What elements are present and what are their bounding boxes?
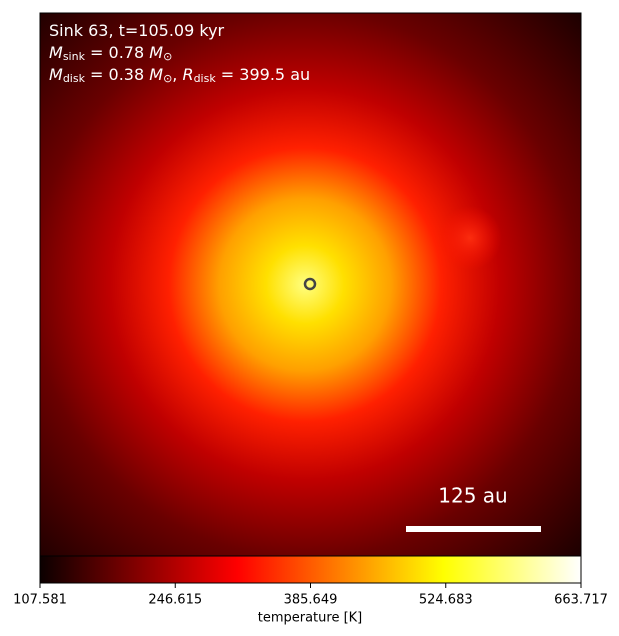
annotation-line: Sink 63, t=105.09 kyr [49, 21, 225, 40]
subscript: sink [63, 50, 86, 63]
annotation-text: M [149, 65, 163, 84]
subscript: ⊙ [163, 72, 172, 85]
annotation-text: R [182, 65, 193, 84]
annotation-text: M [49, 43, 63, 62]
colorbar-ticks: 107.581 246.615 385.649 524.683 663.717 [13, 583, 608, 608]
annotation-text: , [172, 65, 182, 84]
annotation-text: = 0.38 [85, 65, 149, 84]
tick-label: 663.717 [554, 593, 608, 608]
subscript: disk [63, 72, 86, 85]
annotation-line: Mdisk = 0.38 M⊙, Rdisk = 399.5 au [49, 65, 310, 86]
warm-clump [438, 206, 502, 270]
annotation-text: M [149, 43, 163, 62]
subscript: disk [194, 72, 217, 85]
colorbar [39, 555, 582, 584]
tick-label: 246.615 [148, 593, 202, 608]
annotation-text: = 0.78 [85, 43, 149, 62]
tick-label: 107.581 [13, 593, 67, 608]
annotation-text: Sink 63, t=105.09 kyr [49, 21, 225, 40]
temperature-image [40, 13, 581, 556]
colorbar-label: temperature [K] [258, 611, 363, 626]
tick-label: 524.683 [419, 593, 473, 608]
subscript: ⊙ [163, 50, 172, 63]
annotation-text: = 399.5 au [216, 65, 310, 84]
scale-bar-label: 125 au [438, 484, 507, 508]
sink-marker [303, 277, 317, 291]
annotation-line: Msink = 0.78 M⊙ [49, 43, 172, 64]
annotation-text: M [49, 65, 63, 84]
tick-label: 385.649 [284, 593, 338, 608]
